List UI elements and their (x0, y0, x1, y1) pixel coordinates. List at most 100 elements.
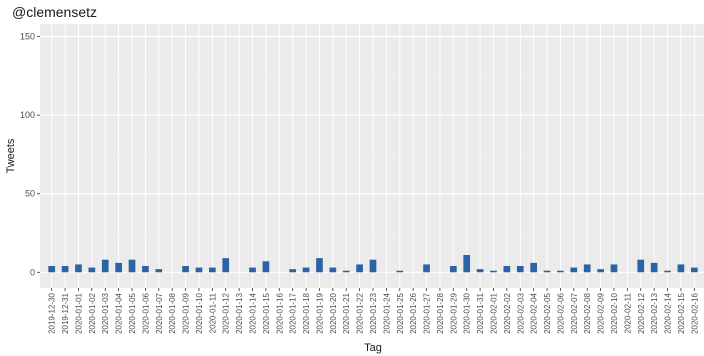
bar (449, 266, 457, 273)
bar (463, 255, 471, 273)
bar (48, 266, 56, 273)
x-tick-label: 2020-01-04 (115, 292, 124, 333)
y-tick-label: 100 (20, 110, 35, 120)
bar (637, 259, 645, 273)
x-tick-label: 2020-01-01 (74, 292, 83, 333)
bar (543, 270, 551, 273)
x-tick-label: 2020-01-21 (342, 292, 351, 333)
x-tick-label: 2020-01-14 (249, 292, 258, 333)
x-tick-label: 2020-01-07 (155, 292, 164, 333)
x-tick-label: 2020-01-19 (315, 292, 324, 333)
bar (262, 261, 270, 273)
x-tick-label: 2020-01-22 (356, 292, 365, 333)
grid-lines (40, 24, 704, 288)
x-tick-label: 2020-02-09 (597, 292, 606, 333)
bar (101, 259, 109, 273)
bar (356, 264, 363, 273)
bar (75, 264, 82, 273)
y-axis-ticks: 0 50 100 150 (20, 32, 40, 277)
x-tick-label: 2020-01-05 (128, 292, 137, 333)
x-tick-label: 2020-01-15 (262, 292, 271, 333)
x-tick-label: 2020-01-06 (141, 292, 150, 333)
x-tick-label: 2020-01-17 (289, 292, 298, 333)
bar (289, 269, 297, 273)
x-tick-label: 2020-01-26 (409, 292, 418, 333)
bar (128, 259, 136, 273)
x-tick-label: 2019-12-31 (61, 292, 70, 333)
bar (530, 262, 537, 273)
bar (503, 266, 511, 273)
x-tick-label: 2020-02-04 (530, 292, 539, 333)
bar (650, 262, 658, 273)
x-tick-label: 2020-01-03 (101, 292, 110, 333)
bar (209, 267, 216, 273)
x-tick-label: 2020-02-16 (690, 292, 699, 333)
x-tick-label: 2020-01-08 (168, 292, 177, 333)
x-tick-label: 2020-01-18 (302, 292, 311, 333)
x-tick-label: 2020-01-28 (436, 292, 445, 333)
bar (490, 270, 497, 273)
x-tick-label: 2020-01-09 (182, 292, 191, 333)
x-tick-label: 2020-01-23 (369, 292, 378, 333)
bar (88, 267, 96, 273)
bar (249, 267, 256, 273)
x-tick-label: 2020-02-02 (503, 292, 512, 333)
bar (396, 270, 404, 273)
bar (557, 270, 564, 273)
x-tick-label: 2020-01-11 (208, 292, 217, 333)
bar (115, 262, 122, 273)
bar (610, 264, 618, 273)
bar (329, 267, 337, 273)
x-tick-label: 2020-01-16 (275, 292, 284, 333)
x-tick-label: 2020-02-11 (623, 292, 632, 333)
x-tick-label: 2020-01-31 (476, 292, 485, 333)
bar (342, 270, 350, 273)
x-tick-label: 2020-01-24 (382, 292, 391, 333)
bar (476, 269, 484, 273)
x-tick-label: 2020-01-02 (88, 292, 97, 333)
bar (182, 266, 189, 273)
bar (222, 258, 230, 273)
x-axis-label: Tag (364, 342, 382, 354)
y-tick-label: 150 (20, 32, 35, 42)
bar (690, 267, 698, 273)
x-tick-label: 2020-02-06 (556, 292, 565, 333)
x-tick-label: 2020-02-14 (664, 292, 673, 333)
y-tick-label: 0 (30, 267, 35, 277)
bar (516, 266, 524, 273)
x-tick-label: 2020-02-13 (650, 292, 659, 333)
x-tick-label: 2020-02-08 (583, 292, 592, 333)
x-tick-label: 2019-12-30 (48, 292, 57, 333)
bar (570, 267, 578, 273)
x-tick-label: 2020-01-29 (449, 292, 458, 333)
bar (142, 266, 149, 273)
chart-title: @clemensetz (12, 4, 97, 20)
plot-panel (40, 24, 704, 288)
bar (664, 270, 671, 273)
x-tick-label: 2020-01-25 (396, 292, 405, 333)
x-tick-label: 2020-02-03 (516, 292, 525, 333)
bar (369, 259, 377, 273)
x-tick-label: 2020-02-01 (489, 292, 498, 333)
x-tick-label: 2020-02-10 (610, 292, 619, 333)
bar (155, 269, 163, 273)
x-tick-label: 2020-01-13 (235, 292, 244, 333)
x-tick-label: 2020-01-30 (463, 292, 472, 333)
bar (195, 267, 203, 273)
bar (583, 264, 591, 273)
x-tick-label: 2020-01-27 (423, 292, 432, 333)
x-tick-label: 2020-01-12 (222, 292, 231, 333)
x-tick-label: 2020-02-15 (677, 292, 686, 333)
y-tick-label: 50 (25, 189, 35, 199)
x-tick-label: 2020-02-05 (543, 292, 552, 333)
bar (597, 269, 604, 273)
bar (423, 264, 430, 273)
bars (48, 255, 698, 273)
x-tick-label: 2020-02-12 (637, 292, 646, 333)
y-axis-label: Tweets (5, 138, 17, 173)
bar (316, 258, 323, 273)
x-tick-label: 2020-01-20 (329, 292, 338, 333)
x-axis-ticks: 2019-12-30 2019-12-31 2020-01-01 2020-01-02… (48, 288, 699, 334)
x-tick-label: 2020-02-07 (570, 292, 579, 333)
